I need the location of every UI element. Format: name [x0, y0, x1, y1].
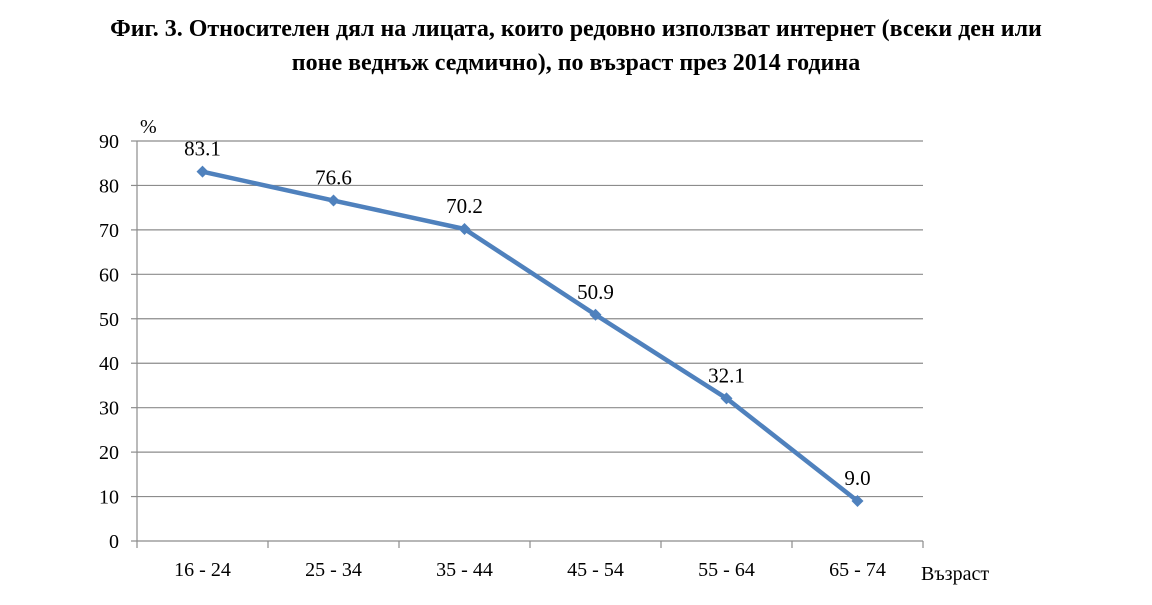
y-tick-label: 20	[99, 442, 119, 464]
x-tick-label: 65 - 74	[829, 559, 886, 581]
x-tick-label: 45 - 54	[567, 559, 624, 581]
y-tick-label: 90	[99, 131, 119, 153]
data-label: 9.0	[844, 466, 870, 490]
data-point-marker	[458, 223, 471, 235]
y-tick-label: 50	[99, 309, 119, 331]
y-tick-label: 30	[99, 398, 119, 420]
y-tick-label: 40	[99, 353, 119, 375]
chart-title: Фиг. 3. Относителен дял на лицата, които…	[0, 12, 1152, 80]
data-point-marker	[851, 495, 864, 507]
data-label: 32.1	[708, 363, 745, 387]
chart-title-line-1: Фиг. 3. Относителен дял на лицата, които…	[110, 16, 1042, 42]
x-tick-label: 55 - 64	[698, 559, 755, 581]
data-label: 70.2	[446, 194, 483, 218]
chart-title-line-2: поне веднъж седмично), по възраст през 2…	[291, 50, 861, 76]
data-labels: 83.1 76.6 70.2 50.9 32.1 9.0	[184, 137, 871, 490]
y-tick-label: 80	[99, 175, 119, 197]
data-point-marker	[589, 308, 602, 321]
x-tick-label: 25 - 34	[305, 559, 362, 581]
series-line	[196, 165, 864, 507]
y-tick-label: 10	[99, 487, 119, 509]
data-label: 76.6	[315, 166, 352, 190]
axes	[131, 140, 924, 548]
data-label: 83.1	[184, 137, 221, 161]
data-label: 50.9	[577, 280, 614, 304]
series-line-path	[200, 169, 860, 504]
y-tick-label: 70	[99, 220, 119, 242]
y-axis-label: %	[140, 116, 157, 138]
y-axis-ticks: 0 10 20 30 40 50 60 70 80 90	[99, 131, 119, 553]
data-point-marker	[196, 165, 209, 178]
x-tick-label: 16 - 24	[174, 559, 231, 581]
gridlines	[137, 140, 923, 498]
data-point-marker	[327, 194, 340, 207]
x-axis-ticks: 16 - 24 25 - 34 35 - 44 45 - 54 55 - 64 65 - …	[174, 559, 886, 581]
y-tick-label: 0	[109, 531, 119, 553]
x-tick-label: 35 - 44	[436, 559, 493, 581]
y-tick-label: 60	[99, 264, 119, 286]
data-point-marker	[720, 392, 733, 405]
x-axis-label: Възраст	[921, 563, 989, 585]
